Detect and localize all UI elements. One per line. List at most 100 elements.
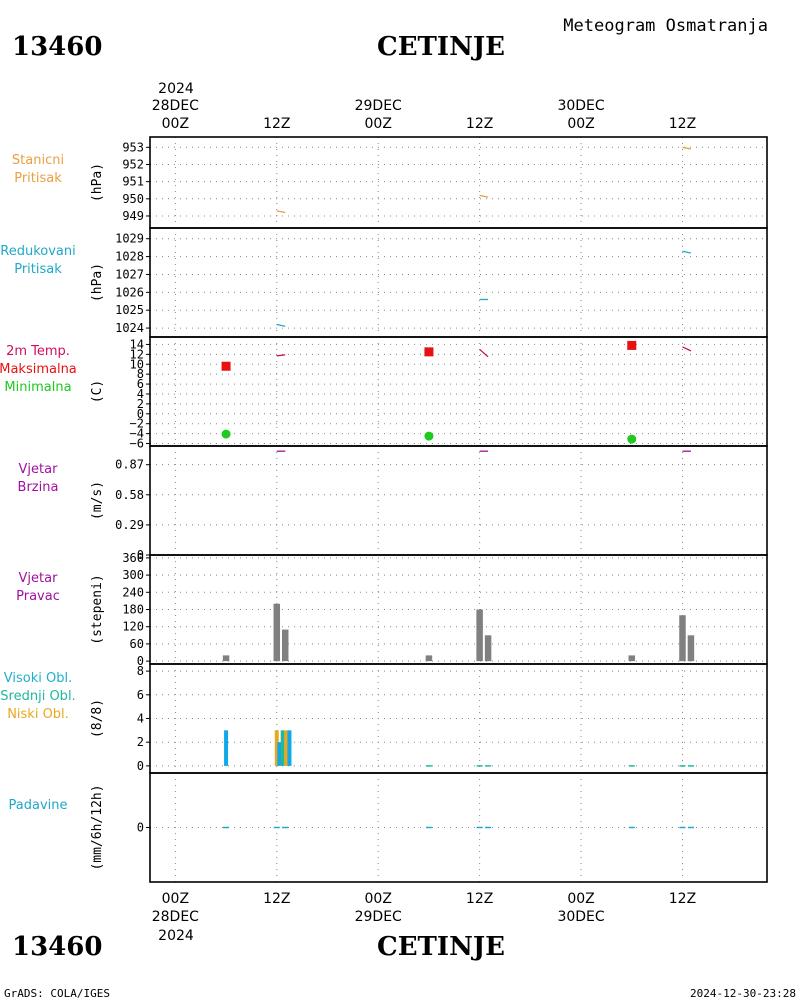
bottom-date-label: 29DEC xyxy=(355,909,402,925)
y-tick-label: 2 xyxy=(137,735,144,749)
y-axis-label: (C) xyxy=(90,380,105,403)
bottom-tick-label: 00Z xyxy=(365,891,392,907)
y-tick-label: 951 xyxy=(122,175,144,189)
time-axis-top: 00Z 28DEC 12Z 00Z 29DEC 12Z 00Z 30DEC 12Z xyxy=(152,98,696,132)
time-axis-bottom: 00Z 28DEC 12Z 00Z 29DEC 12Z 00Z 30DEC 12Z xyxy=(152,891,696,925)
y-axis-label: (hPa) xyxy=(90,163,105,202)
series-segment xyxy=(479,194,489,198)
panel-padavine: 0 (mm/6h/12h) Padavine xyxy=(9,772,768,883)
bar xyxy=(425,655,433,662)
y-tick-label: 953 xyxy=(122,140,144,154)
y-tick-label: 8 xyxy=(137,664,144,678)
footer-timestamp: 2024-12-30-23:28 xyxy=(690,987,796,1000)
panel-label-line: Padavine xyxy=(9,798,68,813)
bottom-date-label: 28DEC xyxy=(152,909,199,925)
top-tick-label: 12Z xyxy=(263,116,290,132)
min-temp-marker xyxy=(627,434,637,444)
y-tick-label: 300 xyxy=(122,568,144,582)
max-temp-marker xyxy=(424,347,434,357)
y-tick-label: 120 xyxy=(122,620,144,634)
top-date-label: 29DEC xyxy=(355,98,402,114)
y-tick-label: 1029 xyxy=(115,232,144,246)
station-code-top: 13460 xyxy=(12,32,102,62)
y-tick-label: 4 xyxy=(137,387,144,401)
y-tick-label: 952 xyxy=(122,157,144,171)
y-tick-label: 0 xyxy=(137,759,144,773)
y-tick-label: 12 xyxy=(130,347,144,361)
bottom-tick-label: 12Z xyxy=(263,891,290,907)
y-tick-label: 1025 xyxy=(115,303,144,317)
panel-redukovani-pritisak: 1024 1025 1026 1027 1028 1029 (hPa) Redukovani P… xyxy=(0,227,768,338)
y-tick-label: 1026 xyxy=(115,285,144,299)
bar xyxy=(224,730,229,766)
series-segment xyxy=(682,250,692,254)
y-tick-label: −4 xyxy=(130,427,144,441)
y-tick-label: 0 xyxy=(137,407,144,421)
top-date-label: 28DEC xyxy=(152,98,199,114)
panel-frame xyxy=(149,136,768,229)
panel-label-line: Vjetar xyxy=(19,462,59,477)
top-date-label: 30DEC xyxy=(557,98,604,114)
y-tick-label: 0 xyxy=(137,654,144,668)
series-segment xyxy=(682,146,692,150)
bar xyxy=(222,655,230,662)
y-tick-label: 360 xyxy=(122,551,144,565)
panel-frame xyxy=(149,772,768,883)
panel-label-line: Pritisak xyxy=(14,262,62,277)
y-tick-label: 0.29 xyxy=(115,518,144,532)
bottom-tick-label: 00Z xyxy=(162,891,189,907)
bottom-tick-label: 00Z xyxy=(567,891,594,907)
bar xyxy=(274,730,279,766)
panel-label-line: Minimalna xyxy=(4,380,71,395)
min-temp-marker xyxy=(424,431,434,441)
panel-label-line: Srednji Obl. xyxy=(0,689,75,704)
panel-stanicni-pritisak: 949 950 951 952 953 (hPa) Stanicni Pritisak xyxy=(12,136,768,229)
bar xyxy=(679,615,686,662)
station-name-bottom: CETINJE xyxy=(377,932,505,962)
temp-segment xyxy=(479,348,489,358)
bar xyxy=(484,635,492,662)
station-name-top: CETINJE xyxy=(377,32,505,62)
bar xyxy=(277,742,282,766)
y-axis-label: (hPa) xyxy=(90,263,105,302)
series-segment xyxy=(276,323,286,327)
y-tick-label: 2 xyxy=(137,397,144,411)
bar xyxy=(281,629,289,662)
y-tick-label: 10 xyxy=(130,357,144,371)
bar xyxy=(687,635,695,662)
panel-label-line: Vjetar xyxy=(19,571,59,586)
y-tick-label: 6 xyxy=(137,377,144,391)
y-tick-label: 1027 xyxy=(115,267,144,281)
y-tick-label: 1024 xyxy=(115,321,144,335)
station-code-bottom: 13460 xyxy=(12,932,102,962)
top-tick-label: 12Z xyxy=(466,116,493,132)
panels: 949950951952953(hPa)StanicniPritisak1024… xyxy=(0,136,768,883)
y-tick-label: 180 xyxy=(122,603,144,617)
panel-frame xyxy=(149,336,768,447)
panel-frame xyxy=(149,227,768,338)
y-tick-label: 4 xyxy=(137,712,144,726)
top-year: 2024 xyxy=(158,81,194,97)
y-tick-label: 949 xyxy=(122,209,144,223)
bar xyxy=(287,730,292,766)
y-tick-label: −2 xyxy=(130,417,144,431)
min-temp-marker xyxy=(221,429,231,439)
panel-label-line: Pravac xyxy=(16,589,60,604)
footer-credit: GrADS: COLA/IGES xyxy=(4,987,110,1000)
series-segment xyxy=(276,210,286,214)
panel-label-line: Maksimalna xyxy=(0,362,77,377)
bar xyxy=(273,603,281,662)
y-tick-label: 0 xyxy=(137,821,144,835)
y-tick-label: 60 xyxy=(130,637,144,651)
panel-vjetar-brzina: 0 0.29 0.58 0.87 (m/s) Vjetar Brzina xyxy=(18,445,768,562)
y-tick-label: 950 xyxy=(122,192,144,206)
panel-frame xyxy=(149,445,768,556)
temp-segment xyxy=(682,346,692,352)
bottom-tick-label: 12Z xyxy=(669,891,696,907)
y-tick-label: 6 xyxy=(137,688,144,702)
y-tick-label: −6 xyxy=(130,437,144,451)
max-temp-marker xyxy=(221,361,231,371)
panel-label-line: Niski Obl. xyxy=(7,707,69,722)
